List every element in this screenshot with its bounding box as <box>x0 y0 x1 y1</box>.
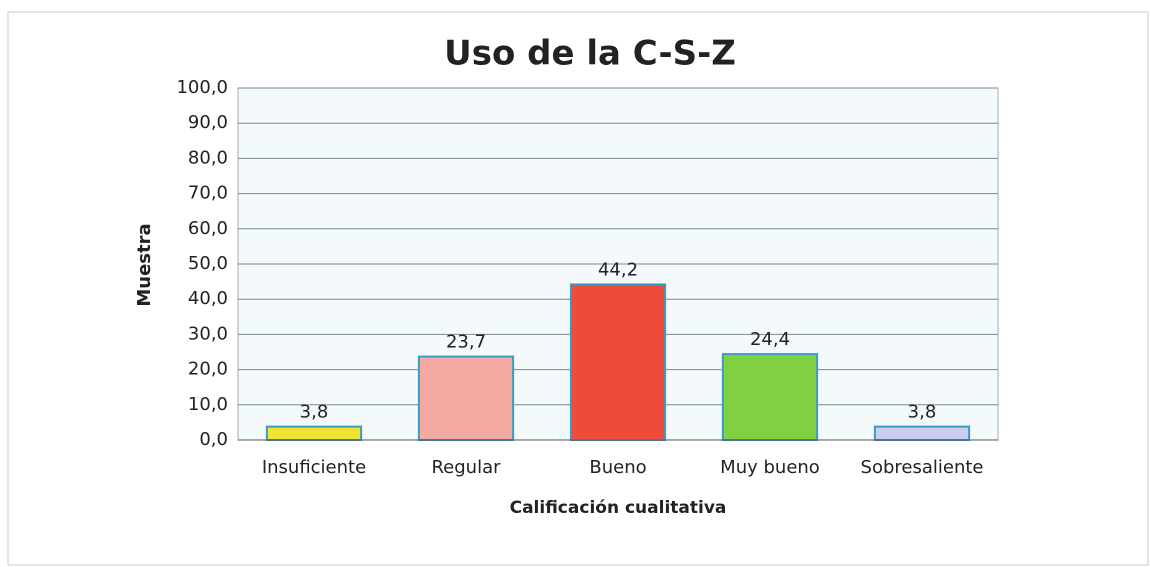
y-tick-label: 80,0 <box>188 147 228 168</box>
y-tick-label: 0,0 <box>199 429 228 450</box>
x-tick-label: Insuficiente <box>262 457 366 478</box>
y-tick-label: 30,0 <box>188 323 228 344</box>
y-tick-label: 40,0 <box>188 288 228 309</box>
y-tick-label: 60,0 <box>188 218 228 239</box>
data-label: 24,4 <box>750 329 790 350</box>
data-label: 3,8 <box>300 402 329 423</box>
chart-title: Uso de la C-S-Z <box>444 34 736 74</box>
y-tick-label: 70,0 <box>188 183 228 204</box>
chart-border <box>7 11 1149 566</box>
y-axis-title: Muestra <box>134 223 155 306</box>
y-tick-label: 100,0 <box>176 77 228 98</box>
data-label: 3,8 <box>908 402 937 423</box>
bar <box>417 355 515 441</box>
bar <box>721 353 819 441</box>
x-tick-label: Bueno <box>589 457 646 478</box>
y-tick-label: 10,0 <box>188 394 228 415</box>
bar <box>873 425 971 441</box>
y-tick-label: 20,0 <box>188 359 228 380</box>
data-label: 23,7 <box>446 332 486 353</box>
x-tick-label: Sobresaliente <box>861 457 984 478</box>
x-tick-label: Muy bueno <box>720 457 820 478</box>
y-tick-label: 90,0 <box>188 112 228 133</box>
x-axis-title: Calificación cualitativa <box>510 498 727 518</box>
bar <box>569 283 667 441</box>
x-tick-label: Regular <box>431 457 501 478</box>
data-label: 44,2 <box>598 259 638 280</box>
y-tick-label: 50,0 <box>188 253 228 274</box>
bar <box>265 425 363 441</box>
